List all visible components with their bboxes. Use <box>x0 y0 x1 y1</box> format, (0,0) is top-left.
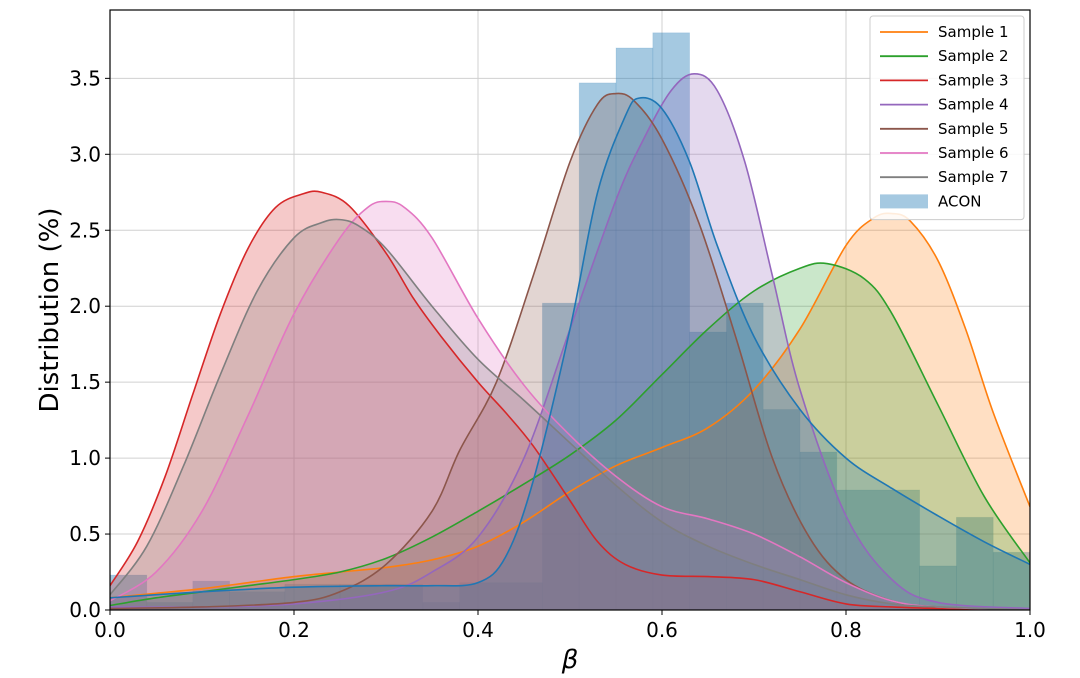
x-tick-label: 0.2 <box>278 618 310 642</box>
x-axis-label: β <box>561 645 579 675</box>
legend-label-sample-5: Sample 5 <box>938 120 1009 138</box>
histogram-bar-13 <box>689 331 727 610</box>
y-tick-label: 2.0 <box>69 294 101 318</box>
y-tick-label: 3.5 <box>69 66 101 90</box>
acon-histogram <box>110 32 1030 610</box>
y-tick-label: 2.5 <box>69 218 101 242</box>
plot-frame <box>109 9 1031 611</box>
legend-label-sample-4: Sample 4 <box>938 96 1009 114</box>
y-tick-label: 1.0 <box>69 446 101 470</box>
x-tick-label: 0.8 <box>830 618 862 642</box>
sample-7-density-line <box>110 218 1030 610</box>
histogram-bar-8 <box>459 582 543 610</box>
histogram-bar-11 <box>615 47 654 610</box>
legend-label-sample-1: Sample 1 <box>938 23 1009 41</box>
histogram-bar-2 <box>146 602 194 610</box>
sample-4-density-area <box>110 73 1030 610</box>
x-tick-label: 0.6 <box>646 618 678 642</box>
sample-3-density-line <box>110 190 1030 610</box>
legend-label-acon: ACON <box>938 192 982 210</box>
sample-1-density-line <box>110 212 1030 599</box>
y-tick-label: 0.5 <box>69 522 101 546</box>
histogram-bar-12 <box>652 32 690 610</box>
sample-6-density-area <box>110 201 1030 610</box>
histogram-bar-7 <box>422 602 460 610</box>
x-tick-label: 1.0 <box>1014 618 1046 642</box>
legend-label-sample-7: Sample 7 <box>938 168 1009 186</box>
sample-3-density-area <box>110 191 1030 610</box>
sample-5-density-line <box>110 92 1030 610</box>
y-tick-label: 3.0 <box>69 142 101 166</box>
legend-swatch-acon <box>880 194 928 209</box>
sample-6-density-line <box>110 200 1030 610</box>
sample-7-density-area <box>110 219 1030 610</box>
sample-5-density-area <box>110 93 1030 610</box>
legend-label-sample-2: Sample 2 <box>938 47 1009 65</box>
legend-frame <box>869 15 1025 221</box>
legend-label-sample-3: Sample 3 <box>938 71 1009 89</box>
histogram-bar-19 <box>956 516 994 610</box>
histogram-bar-14 <box>726 302 764 610</box>
sample-2-density-line <box>110 262 1030 607</box>
histogram-bar-10 <box>578 82 617 610</box>
sample-2-density-area <box>110 262 1030 610</box>
y-tick-label: 0.0 <box>69 598 101 622</box>
y-tick-label: 1.5 <box>69 370 101 394</box>
axis-ticks: 0.0 0.2 0.4 0.6 0.8 1.0 0.0 0.5 1.0 1.5 2.0 2.5 3.0 3… <box>69 66 1046 642</box>
density-lines <box>110 72 1030 610</box>
density-areas <box>110 73 1030 610</box>
x-tick-label: 0.0 <box>94 618 126 642</box>
legend-label-sample-6: Sample 6 <box>938 144 1009 162</box>
sample-1-density-area <box>110 213 1030 610</box>
x-tick-label: 0.4 <box>462 618 494 642</box>
legend: Sample 1 Sample 2 Sample 3 Sample 4 Sample 5… <box>869 15 1025 221</box>
acon-density-area <box>110 97 1030 610</box>
y-axis-label: Distribution (%) <box>35 208 65 413</box>
acon-density-line <box>110 96 1030 599</box>
